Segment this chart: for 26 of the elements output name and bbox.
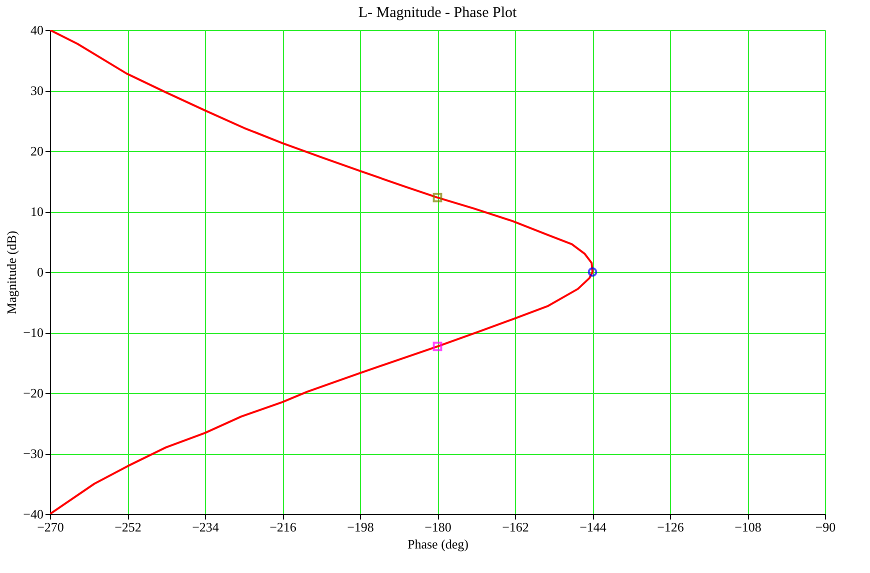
y-tick-label: −10 — [23, 325, 44, 340]
x-tick-label: −234 — [192, 520, 220, 534]
point — [432, 342, 442, 352]
chart-title: L- Magnitude - Phase Plot — [358, 5, 518, 21]
x-tick-label: −144 — [580, 520, 607, 534]
y-tick-label: 20 — [30, 144, 44, 158]
y-tick-label: 10 — [30, 204, 44, 219]
y-tick-label: 30 — [30, 83, 44, 98]
x-axis-title: Phase (deg) — [407, 536, 469, 552]
x-tick-label: −162 — [502, 520, 529, 534]
y-tick-label: 40 — [30, 22, 44, 38]
x-tick-label: −198 — [347, 520, 374, 534]
y-axis-title: Magnitude (dB) — [4, 230, 20, 314]
y-tick-label: −40 — [23, 506, 44, 522]
y-tick-label: −30 — [23, 446, 44, 461]
y-tick-label: −20 — [23, 386, 44, 400]
x-tick-label: −216 — [270, 520, 297, 534]
y-tick-label: 0 — [37, 264, 44, 280]
point — [432, 192, 442, 202]
x-tick-label: −126 — [657, 520, 684, 534]
x-tick-label: −108 — [734, 520, 762, 534]
x-tick-label: −90 — [815, 520, 836, 534]
x-tick-label: −180 — [424, 520, 452, 534]
x-tick-label: −270 — [37, 520, 64, 534]
x-tick-label: −252 — [114, 520, 142, 534]
point — [588, 267, 598, 277]
